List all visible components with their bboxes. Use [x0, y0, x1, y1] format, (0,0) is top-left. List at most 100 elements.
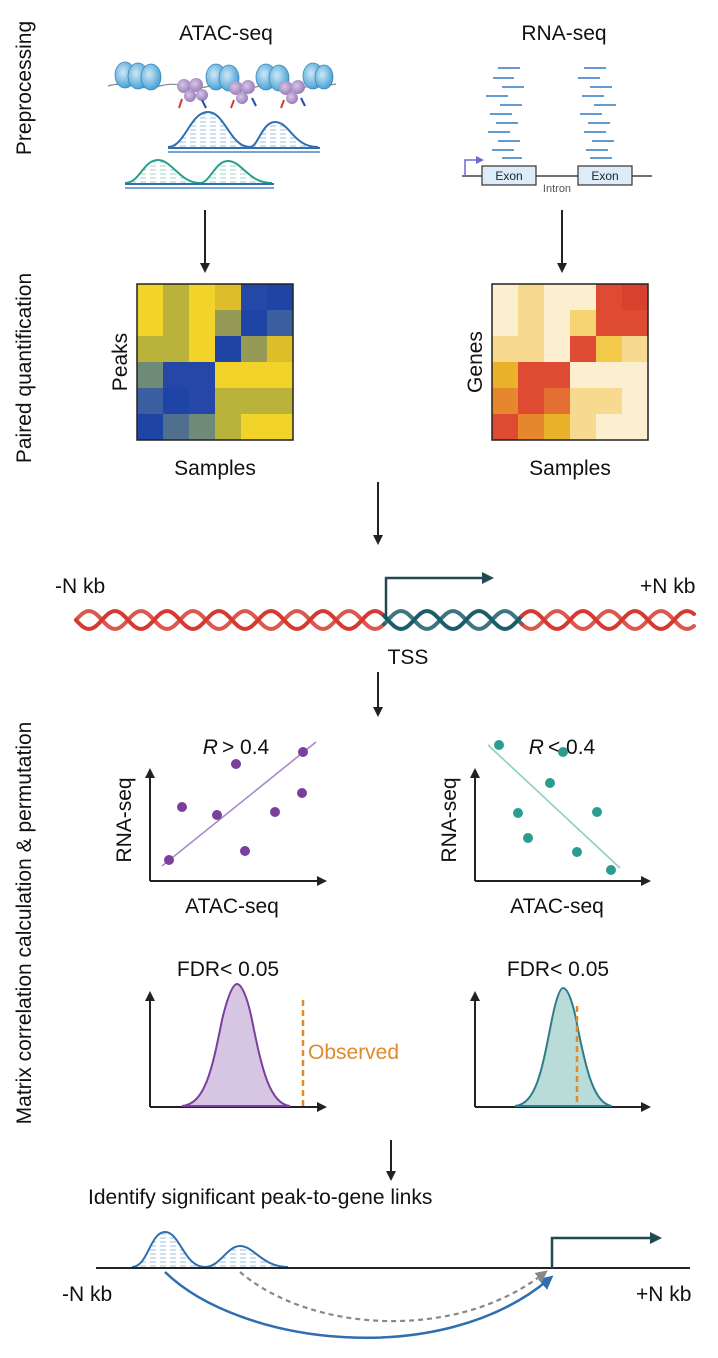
heatmap-cell: [137, 284, 164, 311]
rna-heatmap-col-label: Samples: [529, 457, 611, 480]
heatmap-cell: [267, 362, 294, 389]
heatmap-cell: [570, 362, 597, 389]
rna-heatmap-row-label: Genes: [464, 331, 487, 393]
left-null-distribution: [181, 982, 291, 1107]
links-left-label: -N kb: [62, 1283, 112, 1306]
intron-label: Intron: [543, 183, 571, 195]
scatter-point: [513, 808, 523, 818]
atac-peak-heatmap: [137, 284, 294, 441]
heatmap-cell: [241, 284, 268, 311]
tss-label: TSS: [388, 646, 429, 669]
heatmap-cell: [163, 310, 190, 337]
heatmap-cell: [137, 310, 164, 337]
heatmap-cell: [622, 388, 649, 415]
exon-label: Exon: [495, 169, 522, 183]
heatmap-cell: [570, 310, 597, 337]
scatter-point: [177, 802, 187, 812]
heatmap-cell: [544, 362, 571, 389]
nonsignificant-link-arrow: [239, 1270, 548, 1323]
heatmap-cell: [215, 336, 242, 363]
scatter-point: [572, 847, 582, 857]
scatter-point: [240, 846, 250, 856]
heatmap-cell: [163, 336, 190, 363]
heatmap-cell: [215, 310, 242, 337]
heatmap-cell: [570, 388, 597, 415]
right-fdr-label: FDR< 0.05: [507, 958, 609, 981]
rna-seq-title: RNA-seq: [521, 22, 606, 45]
heatmap-cell: [518, 336, 545, 363]
left-scatter-points: [164, 747, 308, 865]
heatmap-cell: [241, 310, 268, 337]
exon-box: [577, 165, 633, 186]
significant-link-arrow: [164, 1271, 554, 1339]
heatmap-cell: [189, 388, 216, 415]
gene-model: Exon Exon Intron: [462, 156, 652, 195]
heatmap-cell: [189, 336, 216, 363]
heatmap-cell: [137, 336, 164, 363]
heatmap-cell: [215, 284, 242, 311]
atac-peak-track-bottom: [124, 158, 274, 189]
heatmap-cell: [518, 310, 545, 337]
exon-label: Exon: [591, 169, 618, 183]
atac-peak-track-top: [167, 110, 320, 153]
heatmap-cell: [163, 362, 190, 389]
heatmap-cell: [241, 362, 268, 389]
heatmap-cell: [492, 336, 519, 363]
heatmap-cell: [622, 362, 649, 389]
scatter-point: [523, 833, 533, 843]
right-scatter-points: [494, 740, 616, 875]
heatmap-cell: [163, 388, 190, 415]
heatmap-cell: [163, 414, 190, 441]
heatmap-cell: [189, 310, 216, 337]
heatmap-cell: [492, 310, 519, 337]
heatmap-cell: [163, 284, 190, 311]
heatmap-cell: [570, 336, 597, 363]
dna-double-helix: [74, 609, 696, 631]
heatmap-cell: [622, 284, 649, 311]
heatmap-cell: [492, 362, 519, 389]
right-scatter-xlabel: ATAC-seq: [510, 895, 604, 918]
heatmap-cell: [570, 414, 597, 441]
right-null-distribution: [514, 986, 613, 1107]
scatter-point: [164, 855, 174, 865]
heatmap-cell: [241, 388, 268, 415]
heatmap-cell: [137, 414, 164, 441]
heatmap-cell: [518, 284, 545, 311]
heatmap-cell: [267, 310, 294, 337]
heatmap-cell: [215, 388, 242, 415]
right-regression-line: [487, 744, 621, 869]
rna-heatmap-frame: [491, 283, 649, 441]
scatter-point: [606, 865, 616, 875]
left-scatter-axes: [145, 768, 327, 886]
heatmap-cell: [215, 414, 242, 441]
scatter-point: [270, 807, 280, 817]
scatter-point: [212, 810, 222, 820]
atac-chromatin-illustration: [107, 61, 337, 109]
rna-gene-heatmap: [492, 284, 649, 441]
heatmap-cell: [189, 362, 216, 389]
scatter-point: [297, 788, 307, 798]
left-scatter-xlabel: ATAC-seq: [185, 895, 279, 918]
scatter-point: [558, 747, 568, 757]
heatmap-cell: [544, 388, 571, 415]
dna-strand: [382, 609, 524, 631]
heatmap-cell: [267, 414, 294, 441]
heatmap-cell: [492, 388, 519, 415]
left-regression-line: [161, 741, 317, 867]
heatmap-cell: [596, 310, 623, 337]
scatter-point: [592, 807, 602, 817]
left-correlation-title: R > 0.4: [203, 736, 270, 759]
heatmap-cell: [189, 284, 216, 311]
heatmap-cell: [596, 284, 623, 311]
heatmap-cell: [137, 362, 164, 389]
left-fdr-label: FDR< 0.05: [177, 958, 279, 981]
left-scatter-ylabel: RNA-seq: [113, 777, 136, 862]
section-label-paired-quantification: Paired quantification: [13, 273, 36, 463]
dna-strand: [74, 609, 386, 631]
links-title: Identify significant peak-to-gene links: [88, 1186, 432, 1209]
tn5-transposase-icon: [279, 80, 306, 109]
exon-box: [481, 165, 537, 186]
link-peaks: [131, 1230, 289, 1269]
scatter-point: [231, 759, 241, 769]
observed-label: Observed: [308, 1041, 399, 1064]
